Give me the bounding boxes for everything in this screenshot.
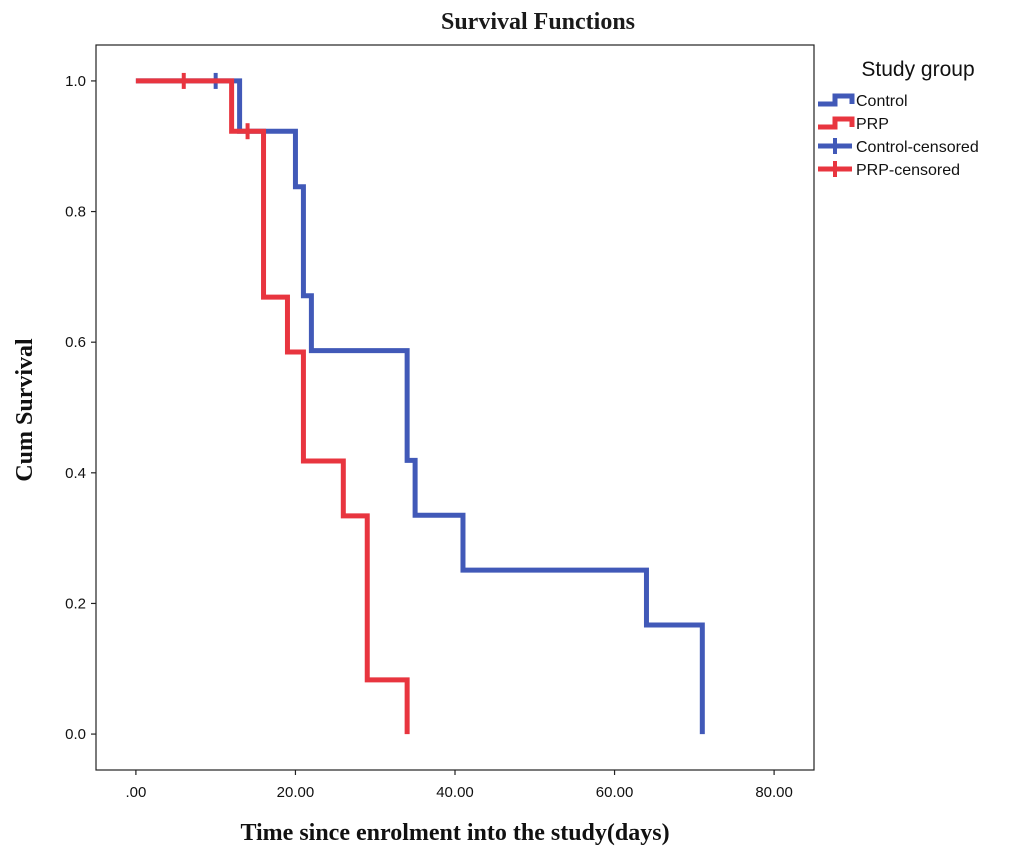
plot-frame xyxy=(95,44,815,771)
x-tick-label: 20.00 xyxy=(277,784,315,801)
y-tick-label: 0.8 xyxy=(65,204,86,221)
legend-entry: Control-censored xyxy=(818,138,979,156)
legend-title: Study group xyxy=(861,58,974,81)
legend-swatch xyxy=(818,93,855,107)
y-axis-label: Cum Survival xyxy=(12,338,38,482)
series-line-control xyxy=(135,78,705,735)
series-line-prp xyxy=(135,78,410,735)
x-tick-label: 80.00 xyxy=(755,784,793,801)
y-axis-ticks: 0.0 0.2 0.4 0.6 0.8 1.0 xyxy=(65,73,96,743)
legend-entry: PRP-censored xyxy=(818,161,960,179)
legend-entry: Control xyxy=(818,93,908,110)
legend-label: Control-censored xyxy=(856,139,979,156)
series-layer xyxy=(135,72,705,735)
y-tick-label: 0.4 xyxy=(65,465,86,482)
y-tick-label: 0.0 xyxy=(65,726,86,743)
chart-title: Survival Functions xyxy=(441,9,635,35)
x-tick-label: 40.00 xyxy=(436,784,474,801)
x-axis-ticks: .00 20.00 40.00 60.00 80.00 xyxy=(125,770,793,801)
legend: Study group Control PRP Control-censored PR… xyxy=(818,58,979,179)
y-tick-label: 0.2 xyxy=(65,595,86,612)
legend-swatch xyxy=(818,116,855,130)
x-tick-label: 60.00 xyxy=(596,784,634,801)
x-tick-label: .00 xyxy=(125,784,146,801)
legend-label: Control xyxy=(856,93,908,110)
y-tick-label: 0.6 xyxy=(65,334,86,351)
x-axis-label: Time since enrolment into the study(days… xyxy=(240,820,669,846)
legend-label: PRP-censored xyxy=(856,162,960,179)
legend-entries: Control PRP Control-censored PRP-censored xyxy=(818,93,979,179)
legend-entry: PRP xyxy=(818,116,889,133)
y-tick-label: 1.0 xyxy=(65,73,86,90)
legend-label: PRP xyxy=(856,116,889,133)
